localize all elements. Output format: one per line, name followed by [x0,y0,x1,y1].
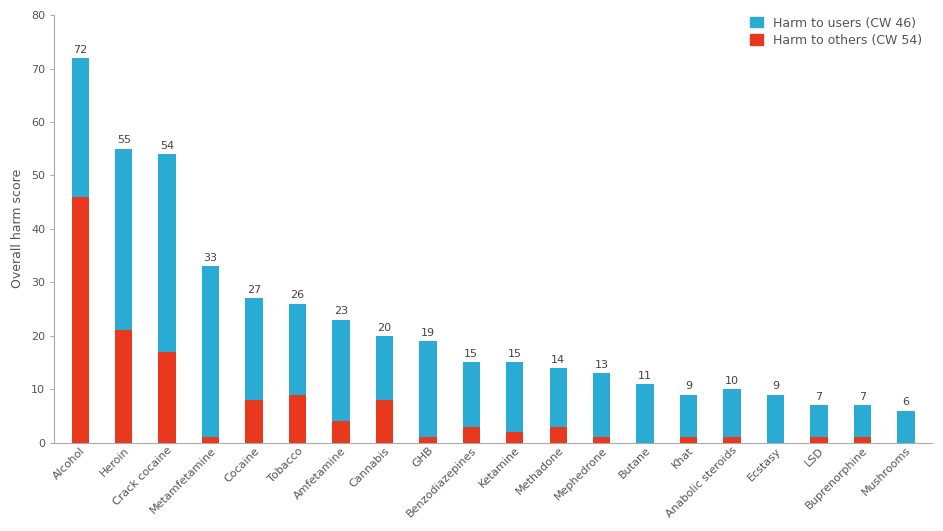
Text: 72: 72 [74,45,88,55]
Bar [550,368,567,426]
Bar [289,304,306,395]
Bar [853,405,871,437]
Bar [463,363,480,426]
Text: 14: 14 [551,355,565,365]
Text: 6: 6 [902,397,909,407]
Bar [158,352,175,443]
Bar [593,373,610,437]
Bar [680,437,697,443]
Text: 23: 23 [334,306,348,316]
Bar [680,395,697,437]
Bar [420,341,437,437]
Text: 55: 55 [117,135,131,145]
Bar [245,298,263,400]
Bar [897,410,915,443]
Text: 15: 15 [464,349,478,359]
Bar [810,405,828,437]
Bar [72,197,89,443]
Text: 7: 7 [816,392,822,402]
Bar [723,437,740,443]
Text: 13: 13 [595,360,608,370]
Bar [550,426,567,443]
Bar [767,395,785,443]
Text: 10: 10 [725,376,739,386]
Text: 9: 9 [772,381,779,391]
Bar [810,437,828,443]
Bar [289,395,306,443]
Y-axis label: Overall harm score: Overall harm score [11,169,25,288]
Text: 11: 11 [638,371,653,381]
Bar [853,437,871,443]
Bar [115,149,132,330]
Text: 20: 20 [377,322,391,332]
Bar [723,389,740,437]
Bar [375,400,393,443]
Legend: Harm to users (CW 46), Harm to others (CW 54): Harm to users (CW 46), Harm to others (C… [747,13,926,50]
Bar [593,437,610,443]
Bar [158,154,175,352]
Bar [506,432,523,443]
Text: 33: 33 [204,253,218,263]
Bar [202,437,220,443]
Bar [463,426,480,443]
Bar [332,421,350,443]
Text: 27: 27 [247,285,261,295]
Text: 26: 26 [290,290,305,301]
Bar [332,320,350,421]
Bar [637,384,653,443]
Bar [420,437,437,443]
Bar [375,336,393,400]
Text: 54: 54 [160,141,174,151]
Bar [245,400,263,443]
Text: 7: 7 [859,392,866,402]
Text: 19: 19 [421,328,435,338]
Text: 9: 9 [685,381,692,391]
Bar [506,363,523,432]
Bar [72,58,89,197]
Bar [115,330,132,443]
Text: 15: 15 [507,349,521,359]
Bar [202,266,220,437]
